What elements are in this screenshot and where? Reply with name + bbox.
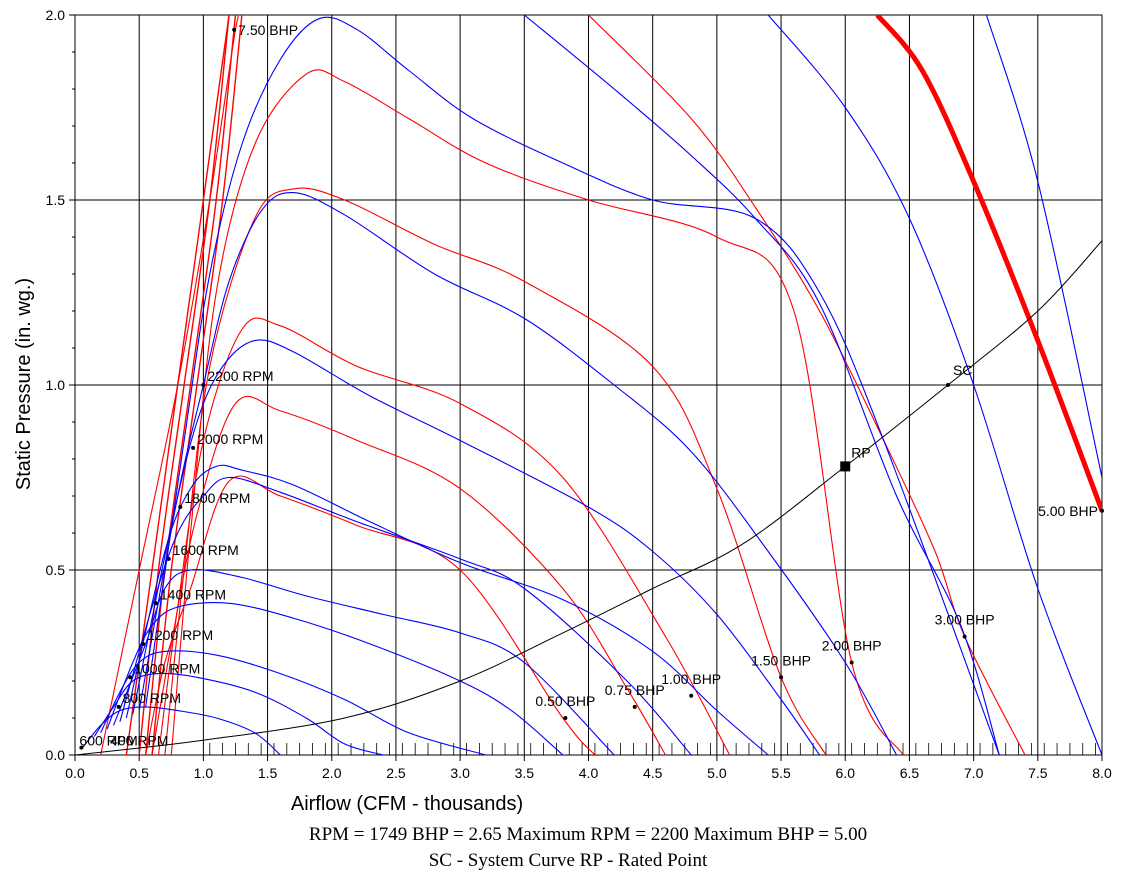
axis-ticks: 0.0 0.5 1.0 1.5 2.0 2.5 3.0 3.5 4.0 4.5 5.0 5.5 6.0 6… xyxy=(46,7,1112,781)
bhp-label: 2.00 BHP xyxy=(822,638,882,654)
x-tick-label: 5.0 xyxy=(707,765,727,781)
x-tick-label: 5.5 xyxy=(771,765,791,781)
max-bhp-label: 5.00 BHP xyxy=(1038,503,1098,519)
x-tick-label: 2.5 xyxy=(386,765,406,781)
bhp-label: 3.00 BHP xyxy=(935,612,995,628)
curves xyxy=(75,15,1102,755)
rpm-curve xyxy=(523,15,1000,755)
system-curve-label: SC xyxy=(953,362,972,378)
bhp-label: 0.75 BHP xyxy=(605,682,665,698)
rpm-label: 1000 RPM xyxy=(134,660,200,676)
rpm-label-marker xyxy=(141,642,146,646)
bhp-steep-line xyxy=(138,15,230,755)
bhp-steep-line xyxy=(144,15,237,755)
x-tick-label: 7.5 xyxy=(1028,765,1048,781)
bhp-curve xyxy=(100,15,243,755)
bhp-label: 7.50 BHP xyxy=(238,22,298,38)
rated-point-marker xyxy=(840,461,851,472)
rpm-label-marker xyxy=(191,445,196,450)
x-tick-label: 1.5 xyxy=(258,765,278,781)
rpm-curve xyxy=(112,569,615,755)
footer-stats: RPM = 1749 BHP = 2.65 Maximum RPM = 2200… xyxy=(309,824,867,845)
system-curve xyxy=(75,240,1102,755)
rpm-label: 600 RPM xyxy=(79,733,137,749)
x-tick-label: 6.0 xyxy=(836,765,856,781)
rpm-label: 2000 RPM xyxy=(197,431,263,447)
rpm-label: 1600 RPM xyxy=(173,542,239,558)
rpm-curve xyxy=(132,339,821,755)
y-tick-label: 1.5 xyxy=(46,192,66,208)
bhp-curve xyxy=(170,69,904,755)
bhp-label-marker xyxy=(563,716,568,720)
rpm-label-marker xyxy=(128,675,133,680)
rpm-label: 1400 RPM xyxy=(160,586,226,602)
rpm-label-marker xyxy=(153,601,158,606)
bhp-label-marker xyxy=(689,693,694,698)
bhp-curve xyxy=(157,317,731,755)
x-axis-title: Airflow (CFM - thousands) xyxy=(291,793,523,815)
bhp-curve xyxy=(588,15,1026,755)
x-tick-label: 3.0 xyxy=(450,765,470,781)
x-tick-label: 7.0 xyxy=(964,765,984,781)
system-curve-marker xyxy=(945,383,950,387)
bhp-steep-line xyxy=(151,15,243,755)
bhp-label-marker xyxy=(849,660,854,665)
x-tick-label: 3.5 xyxy=(515,765,535,781)
rpm-label: 2200 RPM xyxy=(207,368,273,384)
x-tick-label: 2.0 xyxy=(322,765,342,781)
rpm-curve xyxy=(138,192,898,755)
x-tick-label: 6.5 xyxy=(900,765,920,781)
rated-point-label: RP xyxy=(851,444,870,460)
rpm-curve xyxy=(100,650,486,755)
bhp-label: 1.00 BHP xyxy=(661,671,721,687)
rpm-label: 1800 RPM xyxy=(184,490,250,506)
bhp-label-marker xyxy=(232,27,237,32)
x-tick-label: 4.5 xyxy=(643,765,663,781)
bhp-label: 1.50 BHP xyxy=(751,652,811,668)
y-tick-label: 2.0 xyxy=(46,7,66,23)
y-axis-title: Static Pressure (in. wg.) xyxy=(13,278,35,490)
curve-labels: 600 RPM 800 RPM 1000 RPM 1200 RPM 1400 RPM 16… xyxy=(79,22,1104,750)
bhp-label-marker xyxy=(779,675,784,680)
rpm-curve xyxy=(119,476,692,755)
rpm-label-marker xyxy=(166,556,171,561)
rpm-label-marker xyxy=(79,745,84,750)
x-tick-label: 1.0 xyxy=(194,765,214,781)
x-tick-label: 0.5 xyxy=(129,765,149,781)
y-tick-label: 1.0 xyxy=(46,377,66,393)
bhp-label: 0.50 BHP xyxy=(535,693,595,709)
y-tick-label: 0.0 xyxy=(46,747,66,763)
rpm-curve xyxy=(125,464,769,755)
max-bhp-curve xyxy=(875,15,1102,512)
x-tick-label: 8.0 xyxy=(1092,765,1112,781)
rpm-label-marker xyxy=(201,383,206,387)
footer-legend: SC - System Curve RP - Rated Point xyxy=(429,850,708,871)
rpm-label: 800 RPM xyxy=(123,690,181,706)
grid xyxy=(74,14,1103,756)
bhp-label-marker xyxy=(632,704,637,709)
bhp-curve xyxy=(164,187,827,755)
y-tick-label: 0.5 xyxy=(46,562,66,578)
bhp-curve xyxy=(151,395,666,755)
rpm-label-marker xyxy=(178,505,183,510)
rpm-curve xyxy=(985,15,1102,478)
rpm-label: 1200 RPM xyxy=(147,627,213,643)
bhp-label-marker xyxy=(962,634,967,639)
rpm-label-marker xyxy=(116,704,121,709)
max-bhp-label-marker xyxy=(1100,508,1104,513)
rpm-curve xyxy=(145,16,1000,755)
x-tick-label: 0.0 xyxy=(65,765,85,781)
rpm-curve xyxy=(767,15,1102,755)
x-tick-label: 4.0 xyxy=(579,765,599,781)
rpm-label-overlap: 400 RPM xyxy=(110,733,168,749)
